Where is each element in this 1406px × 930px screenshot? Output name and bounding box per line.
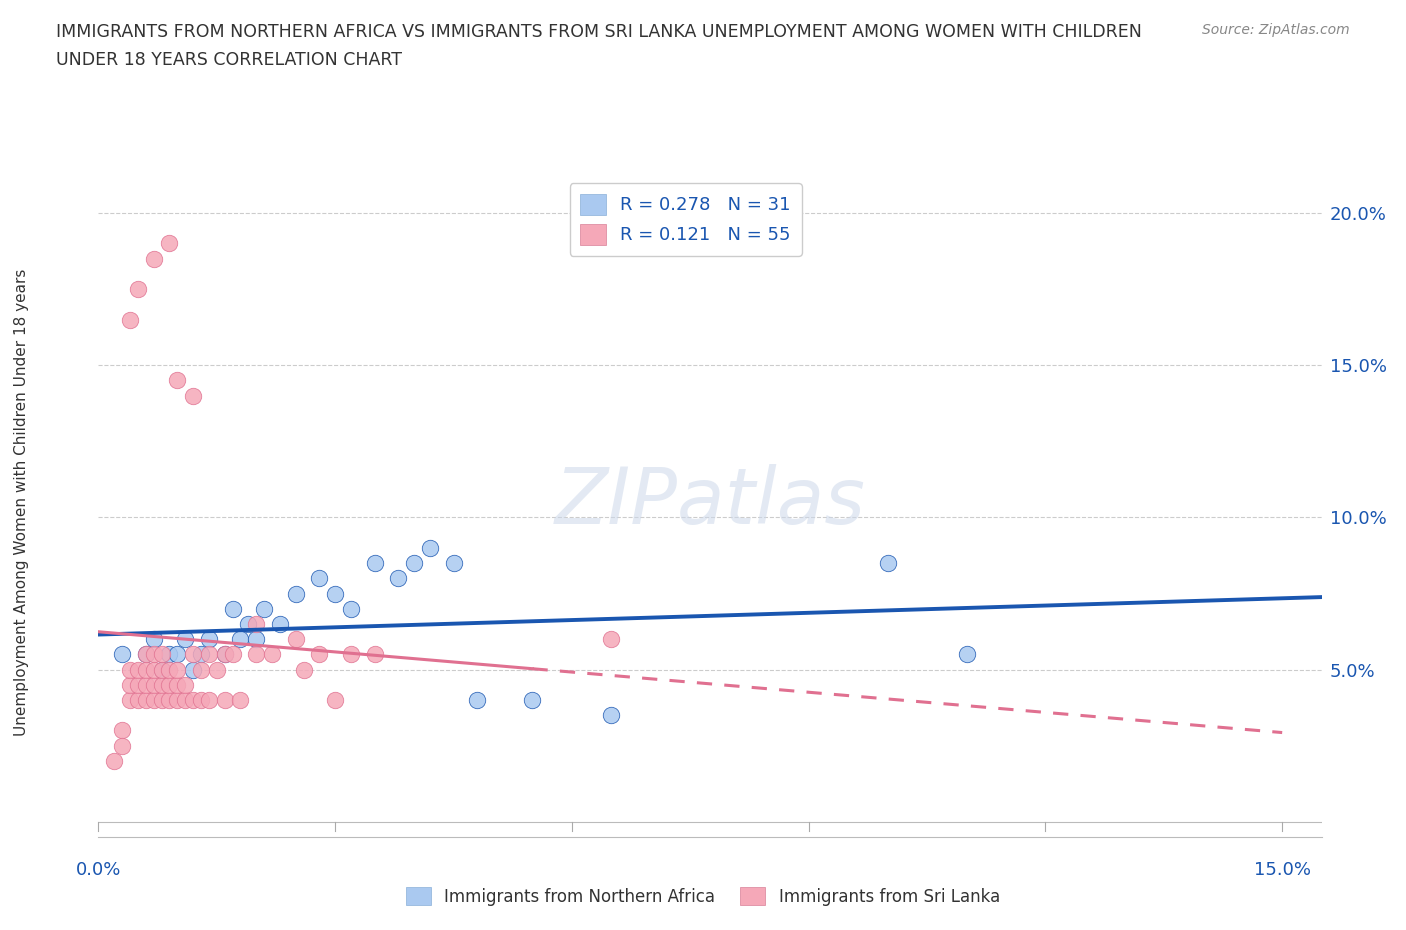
Point [135, 662, 157, 677]
Point [135, 693, 157, 708]
Point [955, 647, 977, 662]
Point [118, 662, 141, 677]
Point [142, 662, 165, 677]
Point [260, 647, 283, 662]
Point [443, 555, 465, 570]
Point [159, 236, 181, 251]
Point [111, 723, 134, 737]
Point [387, 571, 409, 586]
Point [135, 677, 157, 692]
Point [150, 693, 173, 708]
Point [159, 677, 181, 692]
Point [159, 693, 181, 708]
Point [142, 647, 165, 662]
Point [150, 662, 173, 677]
Point [292, 662, 315, 677]
Point [159, 662, 181, 677]
Point [111, 738, 134, 753]
Point [323, 693, 346, 708]
Point [284, 631, 307, 646]
Point [174, 677, 197, 692]
Point [190, 693, 212, 708]
Point [363, 647, 385, 662]
Point [118, 312, 141, 327]
Point [253, 602, 276, 617]
Point [127, 677, 149, 692]
Text: IMMIGRANTS FROM NORTHERN AFRICA VS IMMIGRANTS FROM SRI LANKA UNEMPLOYMENT AMONG : IMMIGRANTS FROM NORTHERN AFRICA VS IMMIG… [56, 23, 1142, 41]
Point [284, 586, 307, 601]
Point [190, 662, 212, 677]
Point [159, 647, 181, 662]
Legend: R = 0.278   N = 31, R = 0.121   N = 55: R = 0.278 N = 31, R = 0.121 N = 55 [569, 183, 801, 256]
Point [142, 693, 165, 708]
Text: ZIPatlas: ZIPatlas [554, 464, 866, 540]
Point [214, 693, 236, 708]
Point [198, 647, 221, 662]
Point [181, 662, 204, 677]
Point [221, 647, 243, 662]
Point [181, 693, 204, 708]
Point [111, 647, 134, 662]
Point [308, 571, 330, 586]
Point [245, 631, 267, 646]
Text: Source: ZipAtlas.com: Source: ZipAtlas.com [1202, 23, 1350, 37]
Point [135, 647, 157, 662]
Point [229, 631, 252, 646]
Point [127, 693, 149, 708]
Point [198, 693, 221, 708]
Point [214, 647, 236, 662]
Point [876, 555, 898, 570]
Point [142, 631, 165, 646]
Point [166, 662, 188, 677]
Point [127, 282, 149, 297]
Point [245, 647, 267, 662]
Point [323, 586, 346, 601]
Point [600, 631, 623, 646]
Text: 0.0%: 0.0% [76, 861, 121, 880]
Point [205, 662, 228, 677]
Point [127, 662, 149, 677]
Point [118, 693, 141, 708]
Point [465, 693, 488, 708]
Point [198, 631, 221, 646]
Point [181, 388, 204, 403]
Point [229, 693, 252, 708]
Point [135, 647, 157, 662]
Point [221, 602, 243, 617]
Point [142, 251, 165, 266]
Point [166, 373, 188, 388]
Point [174, 693, 197, 708]
Point [238, 617, 260, 631]
Point [150, 677, 173, 692]
Point [269, 617, 291, 631]
Point [340, 602, 363, 617]
Point [142, 677, 165, 692]
Point [166, 677, 188, 692]
Point [404, 555, 426, 570]
Point [166, 693, 188, 708]
Point [522, 693, 544, 708]
Text: 15.0%: 15.0% [1254, 861, 1310, 880]
Point [118, 677, 141, 692]
Point [181, 647, 204, 662]
Point [103, 753, 125, 768]
Point [363, 555, 385, 570]
Point [150, 647, 173, 662]
Point [166, 647, 188, 662]
Point [600, 708, 623, 723]
Point [340, 647, 363, 662]
Legend: Immigrants from Northern Africa, Immigrants from Sri Lanka: Immigrants from Northern Africa, Immigra… [399, 881, 1007, 912]
Point [245, 617, 267, 631]
Point [190, 647, 212, 662]
Point [419, 540, 441, 555]
Text: Unemployment Among Women with Children Under 18 years: Unemployment Among Women with Children U… [14, 269, 28, 736]
Point [174, 631, 197, 646]
Point [150, 662, 173, 677]
Point [308, 647, 330, 662]
Text: UNDER 18 YEARS CORRELATION CHART: UNDER 18 YEARS CORRELATION CHART [56, 51, 402, 69]
Point [214, 647, 236, 662]
